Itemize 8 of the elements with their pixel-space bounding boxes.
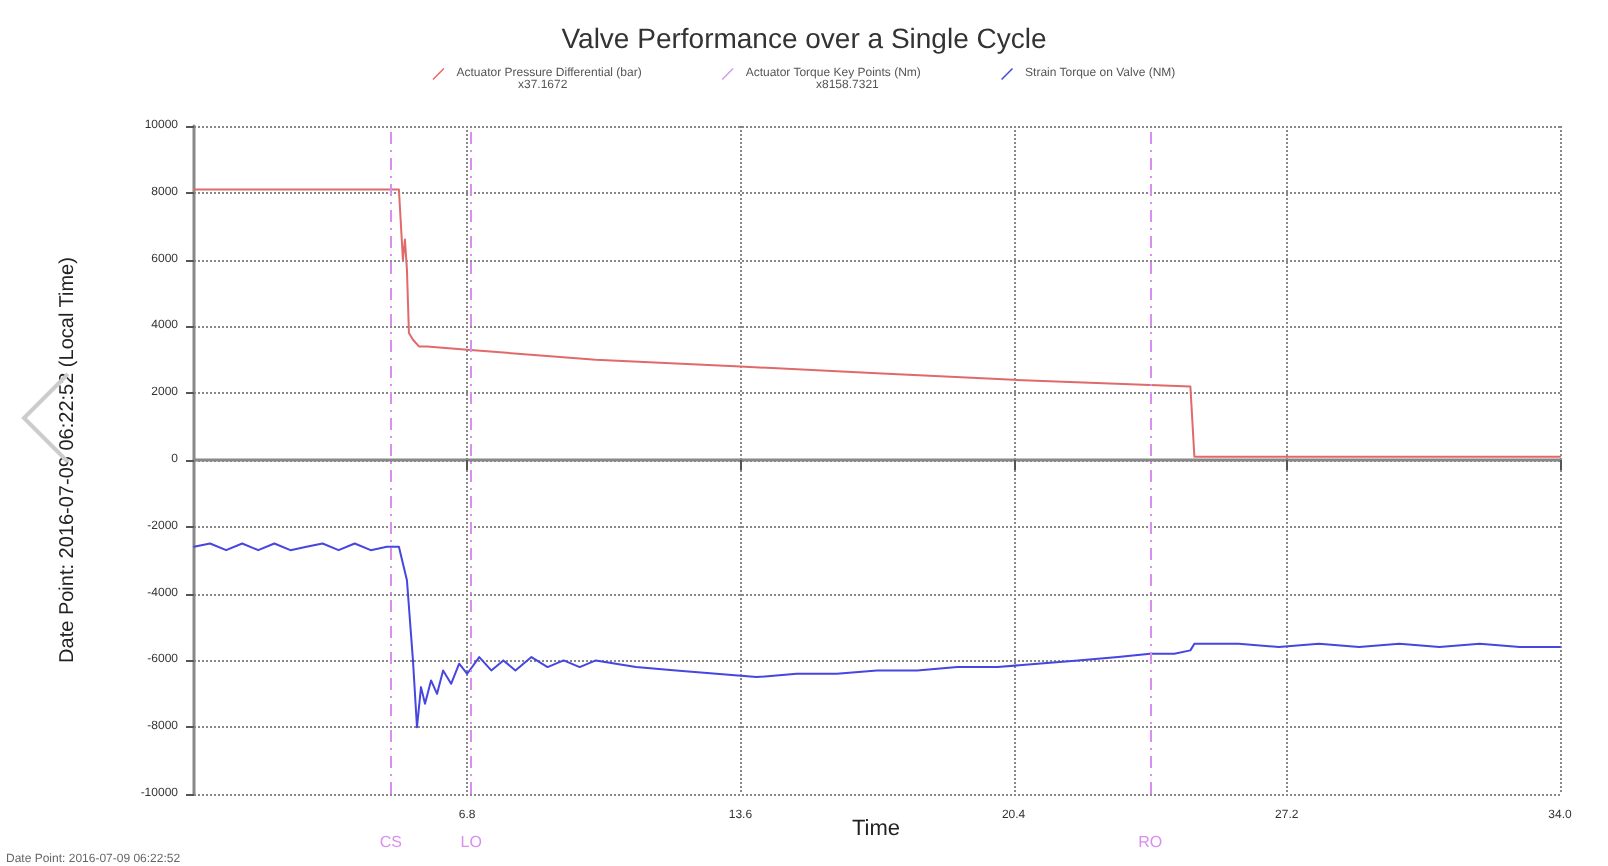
text: Time [852, 817, 901, 841]
ref-line-label: LO [460, 833, 482, 851]
ref-line-label: CS [379, 833, 402, 851]
line-series [193, 542, 1561, 729]
y-axis-title: Date Point: 2016-07-09 06:22:52 (Local Time) [57, 257, 79, 663]
ref-line-label: RO [1138, 833, 1163, 851]
line-series [193, 188, 1561, 458]
chart-title: Valve Performance over a Single Cycle [561, 22, 1047, 54]
